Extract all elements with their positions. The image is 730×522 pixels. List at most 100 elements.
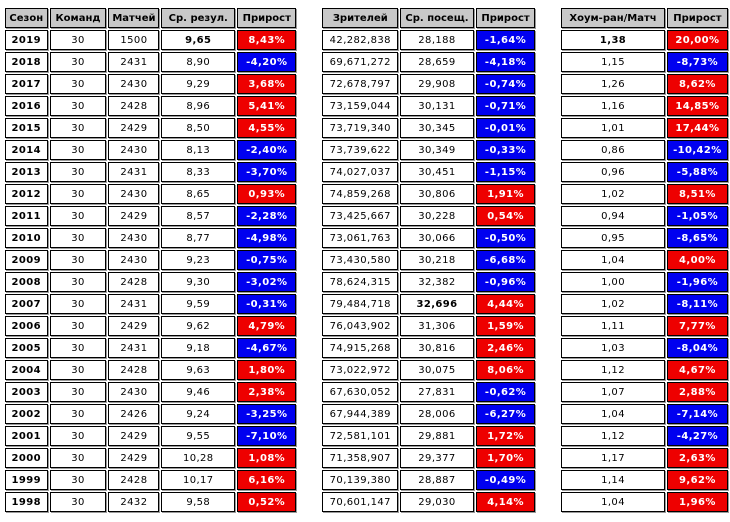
col-header-games: Матчей bbox=[108, 8, 160, 28]
teams-cell: 30 bbox=[49, 404, 107, 424]
table-row: 71,358,907 29,377 1,70% bbox=[322, 448, 536, 468]
col-header-teams: Команд bbox=[49, 8, 107, 28]
season-cell: 2009 bbox=[5, 250, 48, 270]
teams-cell: 30 bbox=[49, 360, 107, 380]
games-cell: 2428 bbox=[108, 470, 160, 490]
col-header-homeruns-per-game: Хоум-ран/Матч bbox=[561, 8, 665, 28]
avg-attendance-cell: 28,006 bbox=[400, 404, 474, 424]
table-row: 2012 30 2430 8,65 0,93% bbox=[5, 184, 297, 204]
teams-cell: 30 bbox=[49, 426, 107, 446]
table-row: 0,86 -10,42% bbox=[561, 140, 728, 160]
homeruns-per-game-cell: 1,38 bbox=[561, 30, 665, 50]
season-cell: 2007 bbox=[5, 294, 48, 314]
growth-cell: -0,33% bbox=[475, 140, 536, 160]
growth-cell: 20,00% bbox=[666, 30, 728, 50]
table-row: 42,282,838 28,188 -1,64% bbox=[322, 30, 536, 50]
table-row: 1999 30 2428 10,17 6,16% bbox=[5, 470, 297, 490]
table-row: 79,484,718 32,696 4,44% bbox=[322, 294, 536, 314]
spectators-cell: 76,043,902 bbox=[322, 316, 399, 336]
growth-cell: -4,27% bbox=[666, 426, 728, 446]
season-cell: 2008 bbox=[5, 272, 48, 292]
season-cell: 2006 bbox=[5, 316, 48, 336]
table-row: 69,671,272 28,659 -4,18% bbox=[322, 52, 536, 72]
games-cell: 2429 bbox=[108, 426, 160, 446]
avg-attendance-cell: 30,218 bbox=[400, 250, 474, 270]
growth-cell: -2,40% bbox=[237, 140, 297, 160]
avg-attendance-cell: 30,451 bbox=[400, 162, 474, 182]
games-cell: 2429 bbox=[108, 206, 160, 226]
games-cell: 2429 bbox=[108, 316, 160, 336]
teams-cell: 30 bbox=[49, 448, 107, 468]
avg-result-cell: 10,28 bbox=[161, 448, 236, 468]
spectators-cell: 73,739,622 bbox=[322, 140, 399, 160]
teams-cell: 30 bbox=[49, 74, 107, 94]
growth-cell: 0,54% bbox=[475, 206, 536, 226]
spectators-cell: 73,425,667 bbox=[322, 206, 399, 226]
growth-cell: -4,67% bbox=[237, 338, 297, 358]
table-row: 2014 30 2430 8,13 -2,40% bbox=[5, 140, 297, 160]
teams-cell: 30 bbox=[49, 470, 107, 490]
table-row: 0,95 -8,65% bbox=[561, 228, 728, 248]
avg-attendance-cell: 29,908 bbox=[400, 74, 474, 94]
growth-cell: 2,63% bbox=[666, 448, 728, 468]
growth-cell: -0,31% bbox=[237, 294, 297, 314]
table-row: 2011 30 2429 8,57 -2,28% bbox=[5, 206, 297, 226]
growth-cell: 14,85% bbox=[666, 96, 728, 116]
homeruns-per-game-cell: 1,15 bbox=[561, 52, 665, 72]
avg-attendance-cell: 32,382 bbox=[400, 272, 474, 292]
games-cell: 2430 bbox=[108, 184, 160, 204]
growth-cell: 1,96% bbox=[666, 492, 728, 512]
avg-result-cell: 8,33 bbox=[161, 162, 236, 182]
growth-cell: -4,20% bbox=[237, 52, 297, 72]
growth-cell: -8,11% bbox=[666, 294, 728, 314]
spectators-cell: 79,484,718 bbox=[322, 294, 399, 314]
growth-cell: -5,88% bbox=[666, 162, 728, 182]
table-row: 1,03 -8,04% bbox=[561, 338, 728, 358]
table-row: 2019 30 1500 9,65 8,43% bbox=[5, 30, 297, 50]
table-row: 2005 30 2431 9,18 -4,67% bbox=[5, 338, 297, 358]
avg-result-cell: 8,77 bbox=[161, 228, 236, 248]
homeruns-per-game-cell: 1,03 bbox=[561, 338, 665, 358]
spectators-cell: 73,159,044 bbox=[322, 96, 399, 116]
table-row: 1,15 -8,73% bbox=[561, 52, 728, 72]
growth-cell: -0,96% bbox=[475, 272, 536, 292]
table-row: 72,581,101 29,881 1,72% bbox=[322, 426, 536, 446]
col-header-growth: Прирост bbox=[237, 8, 297, 28]
growth-cell: 8,51% bbox=[666, 184, 728, 204]
avg-result-cell: 8,57 bbox=[161, 206, 236, 226]
table-row: 2003 30 2430 9,46 2,38% bbox=[5, 382, 297, 402]
season-cell: 2016 bbox=[5, 96, 48, 116]
growth-cell: 0,93% bbox=[237, 184, 297, 204]
season-cell: 1998 bbox=[5, 492, 48, 512]
table-row: 1,17 2,63% bbox=[561, 448, 728, 468]
spectators-cell: 72,678,797 bbox=[322, 74, 399, 94]
avg-attendance-cell: 30,228 bbox=[400, 206, 474, 226]
table-row: 73,739,622 30,349 -0,33% bbox=[322, 140, 536, 160]
table-row: 2004 30 2428 9,63 1,80% bbox=[5, 360, 297, 380]
games-cell: 2431 bbox=[108, 162, 160, 182]
games-cell: 2426 bbox=[108, 404, 160, 424]
growth-cell: 1,72% bbox=[475, 426, 536, 446]
avg-attendance-cell: 30,349 bbox=[400, 140, 474, 160]
avg-attendance-cell: 30,131 bbox=[400, 96, 474, 116]
season-cell: 2017 bbox=[5, 74, 48, 94]
table-row: 74,027,037 30,451 -1,15% bbox=[322, 162, 536, 182]
spectators-cell: 42,282,838 bbox=[322, 30, 399, 50]
growth-cell: -0,62% bbox=[475, 382, 536, 402]
growth-cell: 2,38% bbox=[237, 382, 297, 402]
teams-cell: 30 bbox=[49, 294, 107, 314]
growth-cell: 1,08% bbox=[237, 448, 297, 468]
growth-cell: -2,28% bbox=[237, 206, 297, 226]
spectators-cell: 73,061,763 bbox=[322, 228, 399, 248]
growth-cell: 4,14% bbox=[475, 492, 536, 512]
table-row: 2000 30 2429 10,28 1,08% bbox=[5, 448, 297, 468]
teams-cell: 30 bbox=[49, 272, 107, 292]
growth-cell: 2,46% bbox=[475, 338, 536, 358]
table-row: 67,944,389 28,006 -6,27% bbox=[322, 404, 536, 424]
growth-cell: -3,25% bbox=[237, 404, 297, 424]
table-row: 2006 30 2429 9,62 4,79% bbox=[5, 316, 297, 336]
avg-attendance-cell: 30,816 bbox=[400, 338, 474, 358]
season-cell: 2000 bbox=[5, 448, 48, 468]
season-cell: 2015 bbox=[5, 118, 48, 138]
avg-result-cell: 9,59 bbox=[161, 294, 236, 314]
